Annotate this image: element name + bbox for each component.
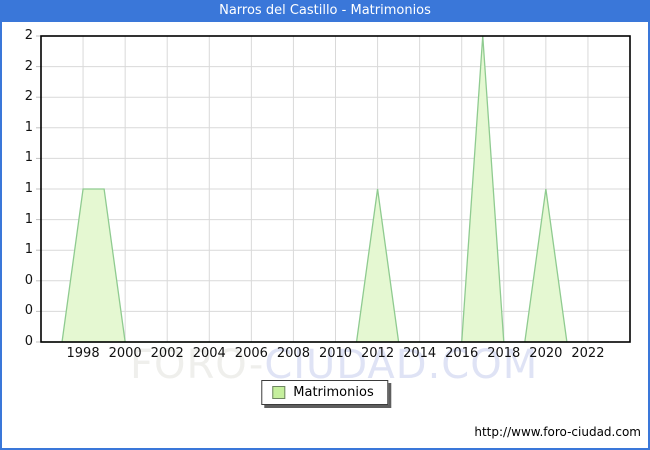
x-tick-label: 2022 — [568, 346, 608, 361]
x-tick-label: 2016 — [442, 346, 482, 361]
x-tick-label: 2006 — [231, 346, 271, 361]
y-tick-label: 2 — [3, 29, 33, 43]
x-tick-label: 2002 — [147, 346, 187, 361]
y-tick-label: 1 — [3, 213, 33, 227]
window: Narros del Castillo - Matrimonios FORO-C… — [0, 0, 650, 450]
x-tick-label: 1998 — [63, 346, 103, 361]
legend-swatch-matrimonios — [272, 386, 285, 399]
x-tick-label: 2018 — [484, 346, 524, 361]
y-tick-label: 1 — [3, 151, 33, 165]
y-tick-label: 2 — [3, 60, 33, 74]
x-tick-label: 2014 — [400, 346, 440, 361]
x-tick-label: 2020 — [526, 346, 566, 361]
x-tick-label: 2012 — [358, 346, 398, 361]
legend: Matrimonios — [261, 380, 388, 405]
y-tick-label: 2 — [3, 90, 33, 104]
y-tick-label: 0 — [3, 335, 33, 349]
x-tick-label: 2010 — [316, 346, 356, 361]
x-tick-label: 2004 — [189, 346, 229, 361]
x-tick-label: 2008 — [273, 346, 313, 361]
y-tick-label: 1 — [3, 121, 33, 135]
y-tick-label: 1 — [3, 182, 33, 196]
x-tick-label: 2000 — [105, 346, 145, 361]
y-tick-label: 0 — [3, 274, 33, 288]
legend-label: Matrimonios — [293, 385, 373, 400]
source-url[interactable]: http://www.foro-ciudad.com — [474, 425, 641, 439]
y-tick-label: 1 — [3, 243, 33, 257]
y-tick-label: 0 — [3, 304, 33, 318]
